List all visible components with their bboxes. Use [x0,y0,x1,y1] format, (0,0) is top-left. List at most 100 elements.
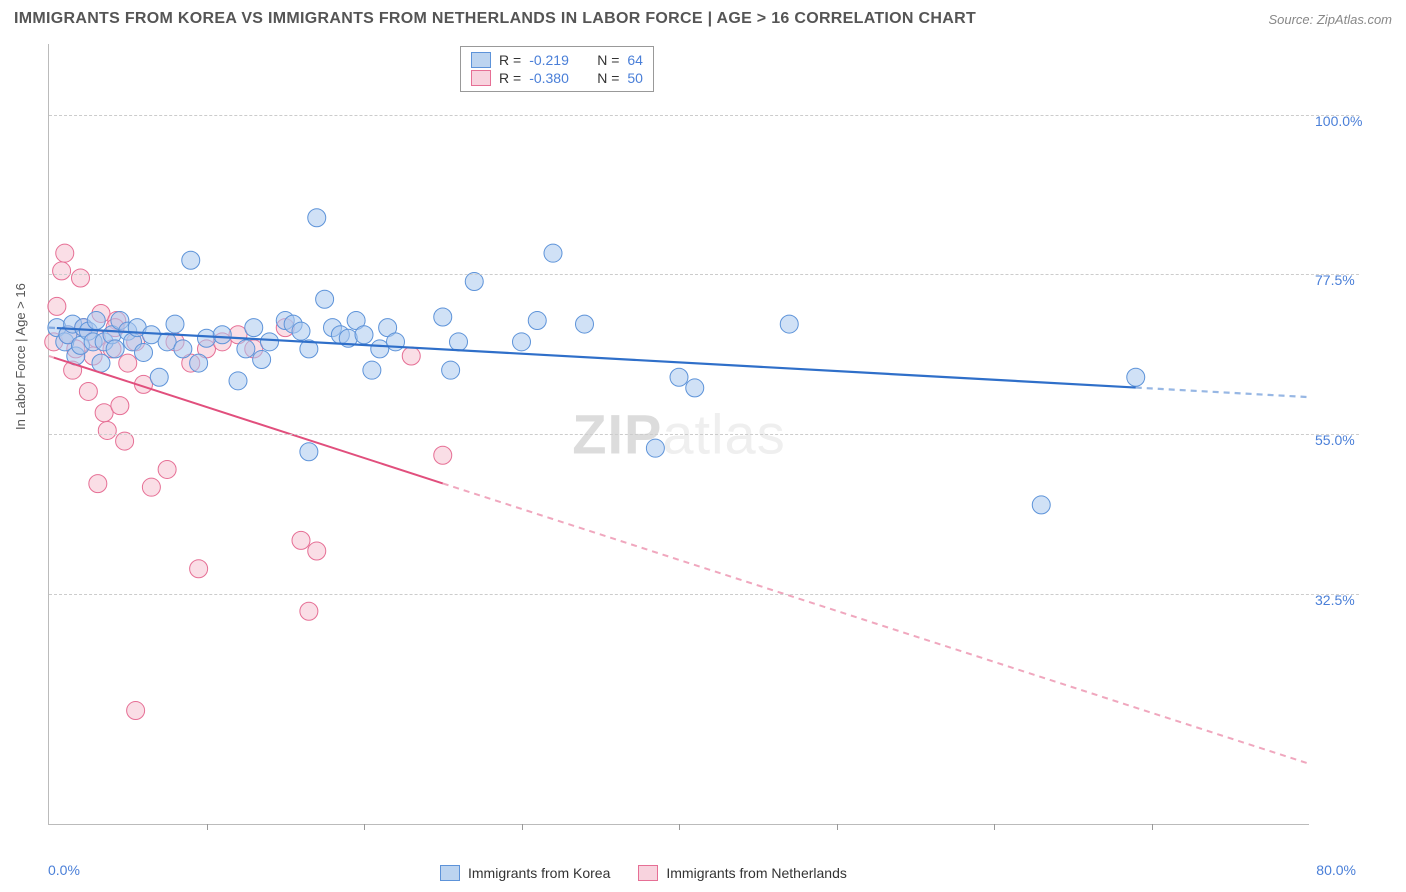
scatter-point-korea [1127,368,1145,386]
chart-header: IMMIGRANTS FROM KOREA VS IMMIGRANTS FROM… [14,10,1392,28]
scatter-point-korea [190,354,208,372]
scatter-point-korea [316,290,334,308]
scatter-point-netherlands [158,460,176,478]
scatter-point-netherlands [79,382,97,400]
scatter-point-netherlands [142,478,160,496]
legend-label: Immigrants from Korea [468,865,610,881]
legend-row-netherlands: R = -0.380 N = 50 [471,69,643,87]
scatter-point-netherlands [308,542,326,560]
plot-area: ZIPatlas 32.5%55.0%77.5%100.0% [48,44,1309,825]
scatter-point-netherlands [127,702,145,720]
chart-title: IMMIGRANTS FROM KOREA VS IMMIGRANTS FROM… [14,10,976,28]
scatter-point-korea [87,312,105,330]
r-label: R = [499,70,521,86]
legend-swatch-icon [471,70,491,86]
n-value: 50 [627,70,643,86]
x-tick [522,824,523,830]
y-tick-label: 55.0% [1315,432,1355,448]
scatter-point-netherlands [72,269,90,287]
legend-label: Immigrants from Netherlands [666,865,847,881]
scatter-point-korea [1032,496,1050,514]
legend-row-korea: R = -0.219 N = 64 [471,51,643,69]
scatter-point-korea [300,443,318,461]
scatter-point-korea [513,333,531,351]
x-axis-min-label: 0.0% [48,862,80,878]
x-tick [837,824,838,830]
scatter-point-netherlands [111,397,129,415]
scatter-point-netherlands [53,262,71,280]
scatter-point-netherlands [434,446,452,464]
y-tick-label: 32.5% [1315,592,1355,608]
scatter-point-korea [450,333,468,351]
n-label: N = [597,52,619,68]
scatter-point-netherlands [56,244,74,262]
gridline-h [49,115,1359,116]
x-tick [364,824,365,830]
y-tick-label: 100.0% [1315,113,1362,129]
scatter-point-korea [292,322,310,340]
scatter-point-korea [229,372,247,390]
scatter-point-netherlands [292,531,310,549]
scatter-point-korea [150,368,168,386]
series-legend: Immigrants from Korea Immigrants from Net… [440,865,847,881]
scatter-point-korea [355,326,373,344]
scatter-point-korea [308,209,326,227]
scatter-point-netherlands [119,354,137,372]
scatter-point-netherlands [89,475,107,493]
r-label: R = [499,52,521,68]
scatter-point-netherlands [300,602,318,620]
gridline-h [49,594,1359,595]
y-tick-label: 77.5% [1315,272,1355,288]
legend-item-korea: Immigrants from Korea [440,865,610,881]
correlation-legend: R = -0.219 N = 64 R = -0.380 N = 50 [460,46,654,92]
scatter-point-korea [237,340,255,358]
trend-line-netherlands [54,358,443,484]
scatter-point-korea [363,361,381,379]
scatter-point-korea [182,251,200,269]
trend-line-korea [57,328,1136,388]
scatter-point-korea [528,312,546,330]
scatter-point-korea [174,340,192,358]
scatter-point-korea [213,326,231,344]
scatter-point-korea [544,244,562,262]
x-tick [1152,824,1153,830]
scatter-point-korea [686,379,704,397]
scatter-point-korea [166,315,184,333]
trend-line-korea [1136,388,1309,398]
scatter-point-netherlands [402,347,420,365]
scatter-point-korea [245,319,263,337]
trend-line-netherlands [443,483,1309,763]
gridline-h [49,274,1359,275]
x-tick [207,824,208,830]
legend-item-netherlands: Immigrants from Netherlands [638,865,847,881]
source-label: Source: ZipAtlas.com [1268,12,1392,27]
x-tick [679,824,680,830]
n-label: N = [597,70,619,86]
r-value: -0.380 [529,70,589,86]
scatter-point-korea [576,315,594,333]
scatter-point-netherlands [48,297,66,315]
scatter-point-korea [670,368,688,386]
legend-swatch-icon [440,865,460,881]
r-value: -0.219 [529,52,589,68]
legend-swatch-icon [471,52,491,68]
scatter-point-korea [442,361,460,379]
scatter-point-korea [780,315,798,333]
scatter-point-korea [434,308,452,326]
scatter-point-netherlands [190,560,208,578]
x-tick [994,824,995,830]
scatter-point-korea [92,354,110,372]
gridline-h [49,434,1359,435]
scatter-point-netherlands [98,421,116,439]
scatter-point-korea [253,351,271,369]
trend-line-netherlands [49,356,54,358]
x-axis-max-label: 80.0% [1316,862,1356,878]
scatter-point-korea [135,343,153,361]
y-axis-title: In Labor Force | Age > 16 [13,283,28,430]
scatter-point-korea [198,329,216,347]
scatter-point-korea [261,333,279,351]
n-value: 64 [627,52,643,68]
scatter-point-korea [106,340,124,358]
legend-swatch-icon [638,865,658,881]
scatter-point-korea [646,439,664,457]
